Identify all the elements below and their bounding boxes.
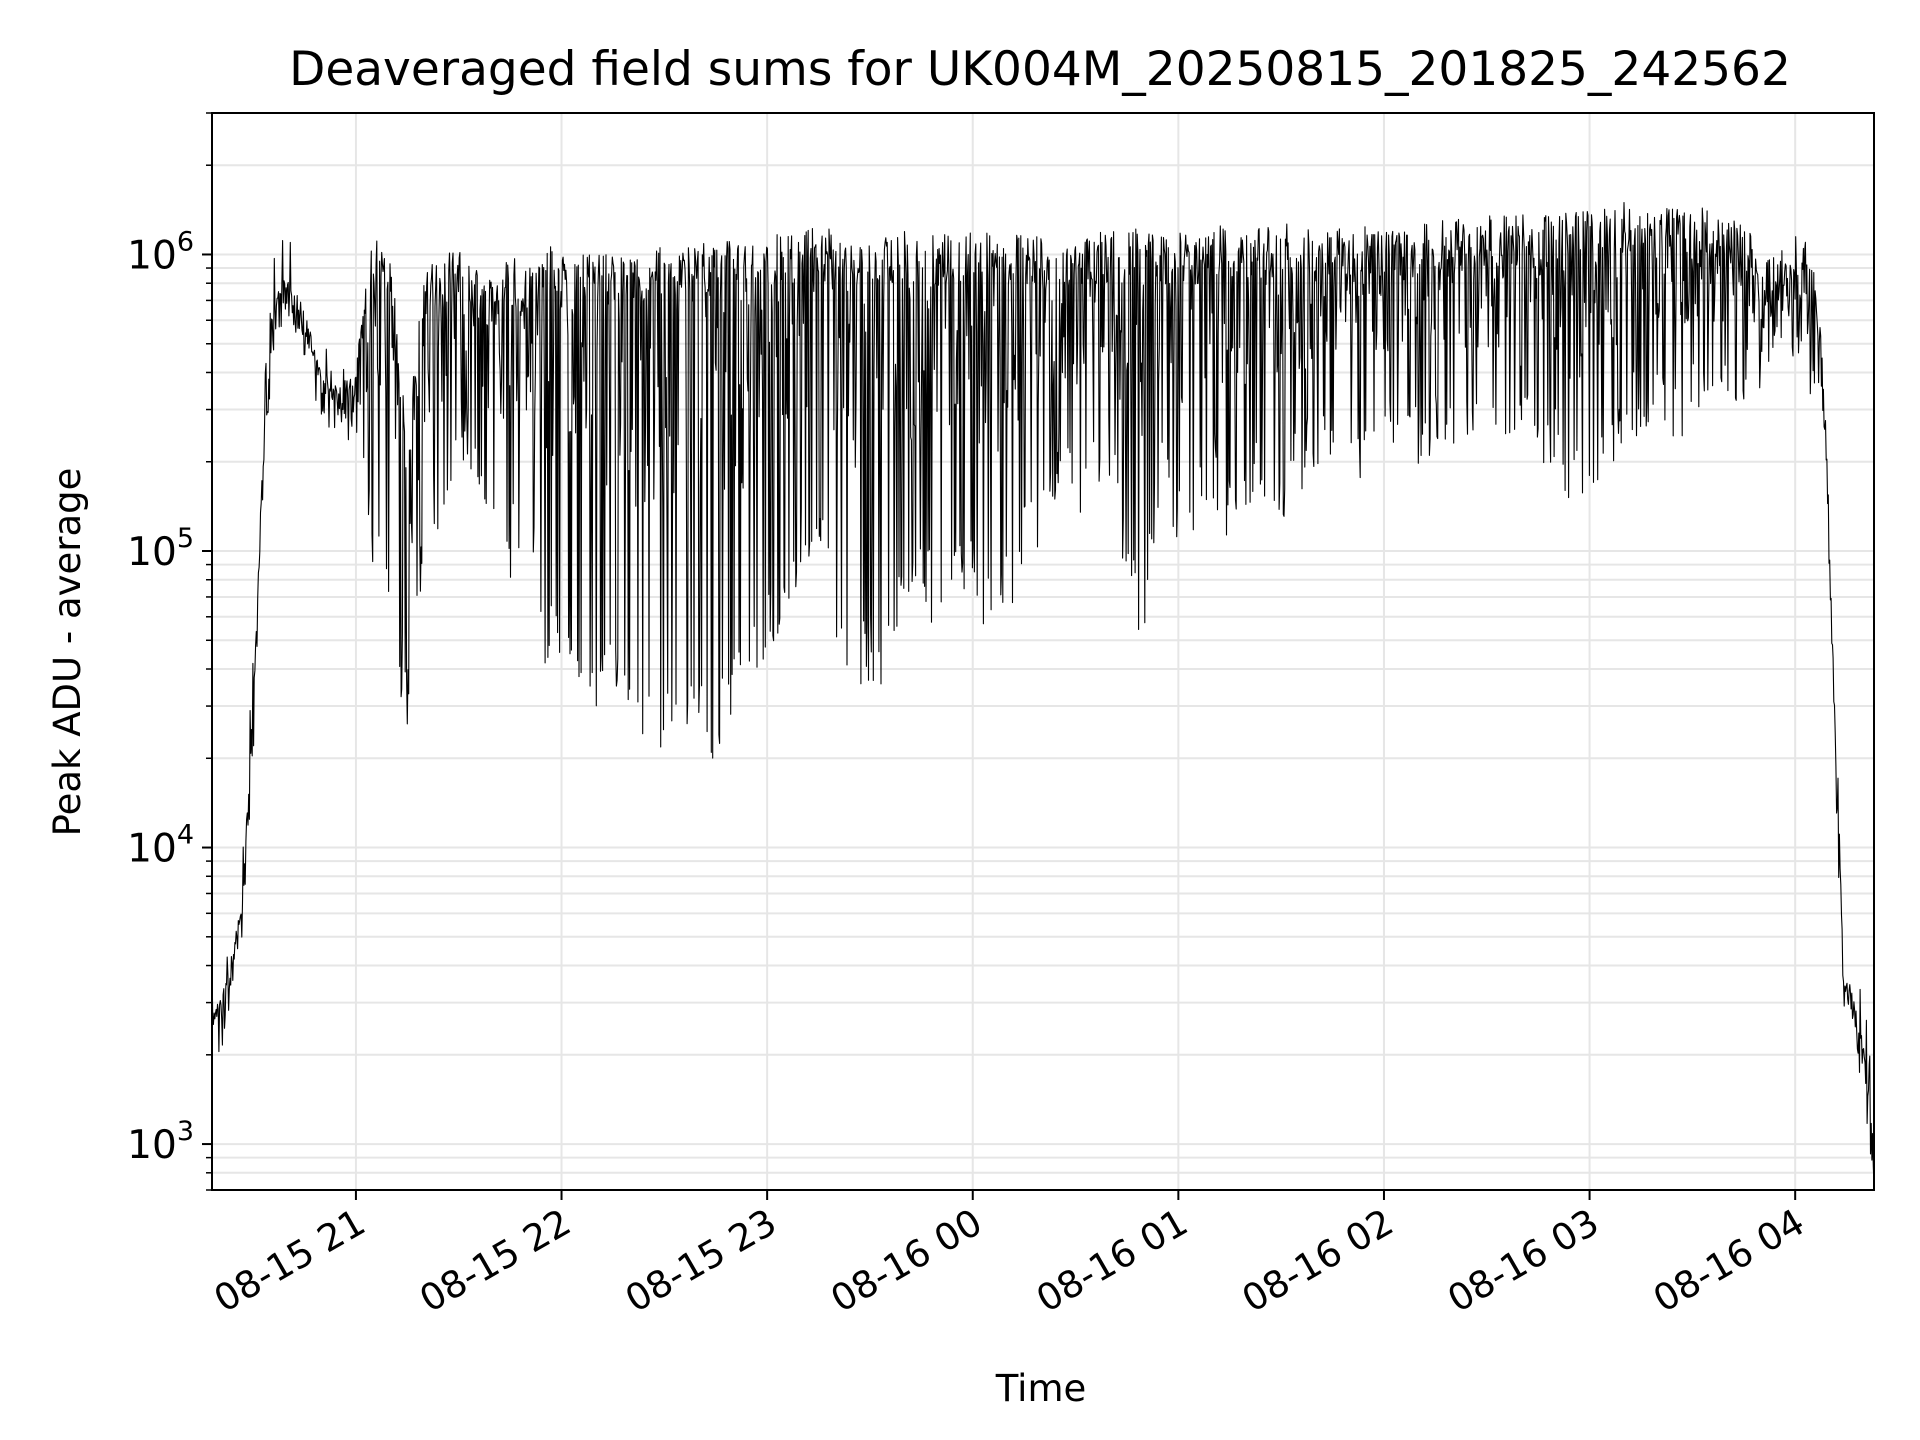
y-tick-exponent: 5: [177, 523, 194, 554]
y-tick-exponent: 6: [177, 226, 194, 257]
y-tick-exponent: 3: [177, 1116, 194, 1147]
y-tick-label: 103: [127, 1116, 194, 1168]
y-tick-base: 10: [127, 233, 177, 278]
y-tick-base: 10: [127, 827, 177, 872]
x-axis-label: Time: [995, 1367, 1087, 1410]
y-tick-label: 104: [127, 820, 194, 872]
y-axis-label: Peak ADU - average: [46, 468, 89, 837]
y-tick-label: 106: [127, 226, 194, 278]
y-tick-exponent: 4: [177, 820, 194, 851]
y-tick-base: 10: [127, 1123, 177, 1168]
chart-title: Deaveraged field sums for UK004M_2025081…: [289, 42, 1791, 97]
y-tick-base: 10: [127, 530, 177, 575]
grid-lines: [212, 112, 1874, 1191]
y-tick-label: 105: [127, 523, 194, 575]
plot-frame: [211, 112, 1875, 1191]
series-line: [211, 202, 1875, 1187]
series-layer: [211, 202, 1875, 1187]
